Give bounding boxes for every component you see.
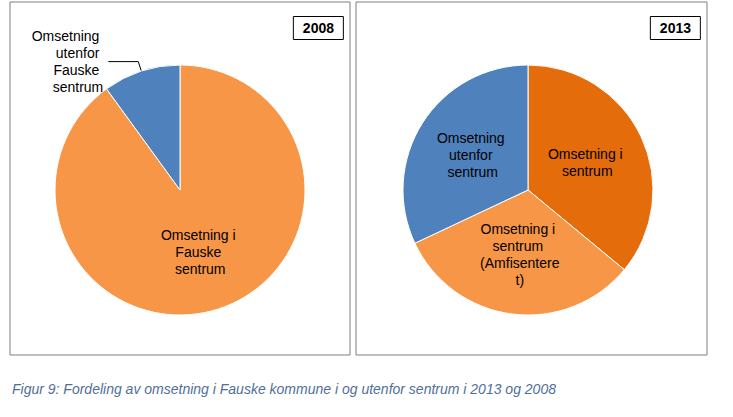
svg-text:Omsetning i: Omsetning i (548, 146, 627, 162)
svg-text:Omsetning i: Omsetning i (161, 227, 240, 243)
svg-text:2008: 2008 (303, 20, 334, 36)
svg-text:sentrum: sentrum (562, 163, 613, 179)
svg-text:utenfor: utenfor (56, 45, 103, 61)
svg-text:(Amfisentere: (Amfisentere (480, 255, 560, 271)
svg-text:Omsetning: Omsetning (437, 130, 509, 146)
svg-text:utenfor: utenfor (449, 147, 496, 163)
svg-text:2013: 2013 (660, 20, 691, 36)
svg-text:Fauske: Fauske (175, 244, 225, 260)
svg-text:sentrum: sentrum (493, 238, 547, 254)
svg-text:Fauske: Fauske (53, 62, 103, 78)
svg-text:Figur 9: Fordeling av omsetnin: Figur 9: Fordeling av omsetning i Fauske… (12, 381, 556, 397)
svg-text:sentrum: sentrum (447, 164, 498, 180)
svg-text:Omsetning: Omsetning (32, 28, 104, 44)
svg-text:Omsetning i: Omsetning i (480, 221, 559, 237)
svg-text:t): t) (516, 272, 525, 288)
svg-text:sentrum: sentrum (53, 79, 104, 95)
svg-text:sentrum: sentrum (175, 261, 226, 277)
